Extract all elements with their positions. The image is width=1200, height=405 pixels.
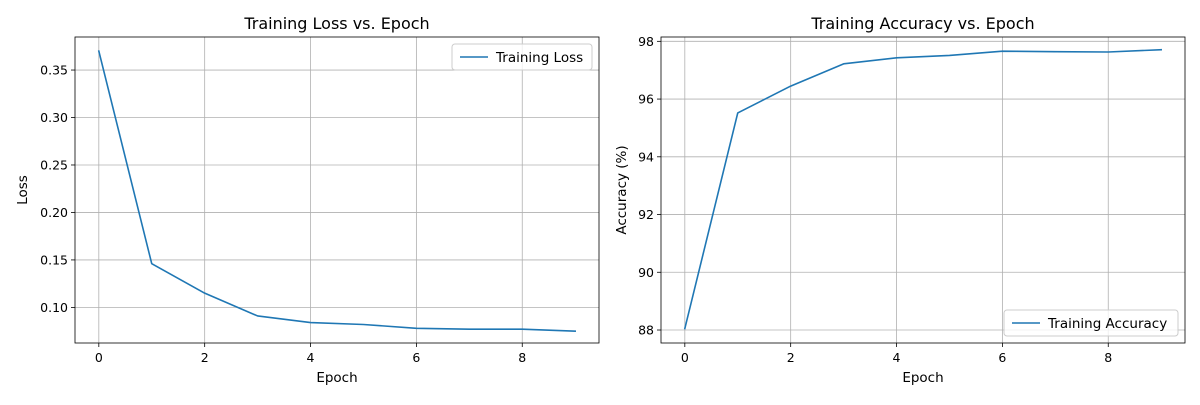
y-tick-label: 94 <box>638 149 654 164</box>
chart-title: Training Accuracy vs. Epoch <box>810 14 1034 33</box>
plot-area <box>661 37 1185 343</box>
y-tick-label: 0.10 <box>40 300 68 315</box>
x-tick-label: 0 <box>95 350 103 365</box>
legend-label: Training Accuracy <box>1047 316 1167 332</box>
x-tick-label: 0 <box>681 350 689 365</box>
chart-title: Training Loss vs. Epoch <box>243 14 429 33</box>
y-tick-label: 98 <box>638 34 654 49</box>
x-tick-label: 8 <box>1104 350 1112 365</box>
y-tick-label: 0.30 <box>40 110 68 125</box>
y-tick-label: 0.35 <box>40 63 68 78</box>
y-tick-label: 96 <box>638 92 654 107</box>
y-tick-label: 92 <box>638 207 654 222</box>
chart-panel-0: 0 2 4 6 8 0.10 0.15 0.20 0.25 0.30 0.35 Training Lo… <box>15 14 599 386</box>
x-tick-label: 8 <box>518 350 526 365</box>
x-tick-label: 6 <box>998 350 1006 365</box>
y-tick-label: 0.15 <box>40 252 68 267</box>
legend: Training Loss <box>452 44 592 70</box>
legend: Training Accuracy <box>1004 310 1178 336</box>
y-tick-label: 0.25 <box>40 157 68 172</box>
x-tick-label: 6 <box>412 350 420 365</box>
x-axis-label: Epoch <box>316 370 357 386</box>
x-tick-label: 2 <box>201 350 209 365</box>
x-tick-label: 4 <box>893 350 901 365</box>
legend-label: Training Loss <box>495 50 583 66</box>
x-tick-label: 4 <box>307 350 315 365</box>
x-axis-label: Epoch <box>902 370 943 386</box>
y-axis-label: Accuracy (%) <box>614 145 630 234</box>
y-tick-label: 90 <box>638 265 654 280</box>
y-axis-label: Loss <box>15 175 31 205</box>
y-tick-label: 88 <box>638 323 654 338</box>
x-tick-label: 2 <box>787 350 795 365</box>
y-tick-label: 0.20 <box>40 205 68 220</box>
plot-area <box>75 37 599 343</box>
